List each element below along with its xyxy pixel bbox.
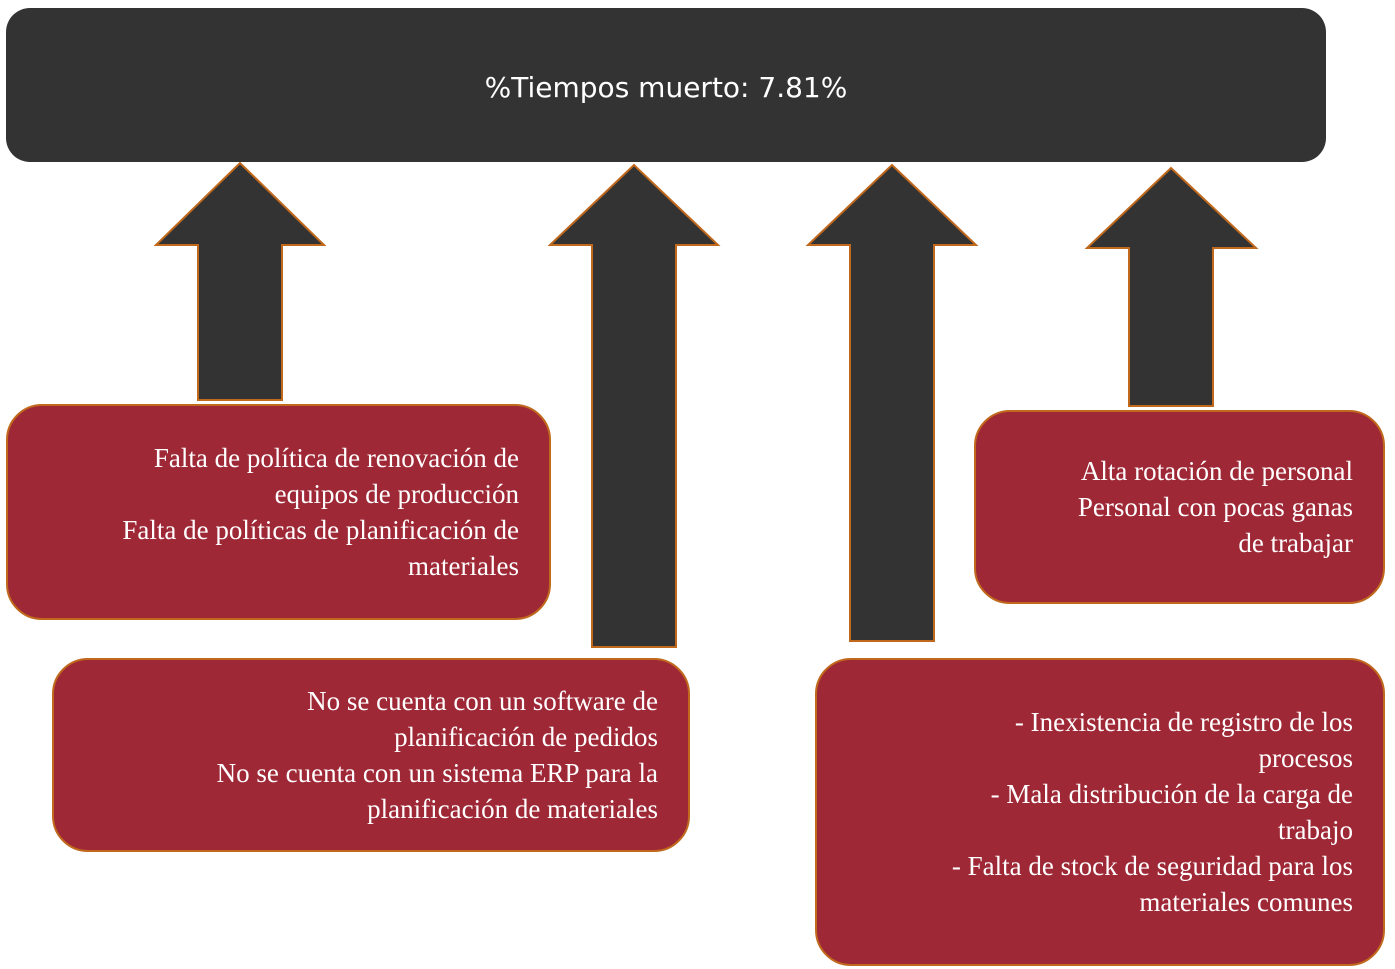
cause-line: - Falta de stock de seguridad para los	[951, 851, 1353, 881]
cause-line: equipos de producción	[274, 479, 519, 509]
cause-line: No se cuenta con un sistema ERP para la	[216, 758, 658, 788]
cause-line: planificación de pedidos	[394, 722, 658, 752]
cause-line: materiales	[408, 551, 519, 581]
cause-line: procesos	[1258, 743, 1353, 773]
cause-box: Alta rotación de personal Personal con po…	[974, 410, 1385, 604]
cause-line: - Mala distribución de la carga de	[990, 779, 1353, 809]
cause-box: Falta de política de renovación de equipo…	[6, 404, 551, 620]
cause-box: No se cuenta con un software de planifica…	[52, 658, 690, 852]
arrow	[547, 163, 721, 648]
arrow	[1084, 166, 1259, 407]
cause-line: No se cuenta con un software de	[307, 686, 658, 716]
arrow	[805, 163, 979, 642]
cause-line: - Inexistencia de registro de los	[1014, 707, 1353, 737]
cause-line: Falta de política de renovación de	[153, 443, 519, 473]
cause-line: Personal con pocas ganas	[1077, 492, 1353, 522]
cause-box: - Inexistencia de registro de los proceso…	[815, 658, 1385, 966]
arrow	[153, 161, 327, 401]
header: %Tiempos muerto: 7.81%	[6, 8, 1326, 162]
cause-line: materiales comunes	[1139, 887, 1353, 917]
cause-line: Alta rotación de personal	[1080, 456, 1353, 486]
cause-line: de trabajar	[1238, 528, 1353, 558]
cause-line: planificación de materiales	[367, 794, 658, 824]
cause-line: trabajo	[1278, 815, 1353, 845]
cause-line: Falta de políticas de planificación de	[122, 515, 519, 545]
